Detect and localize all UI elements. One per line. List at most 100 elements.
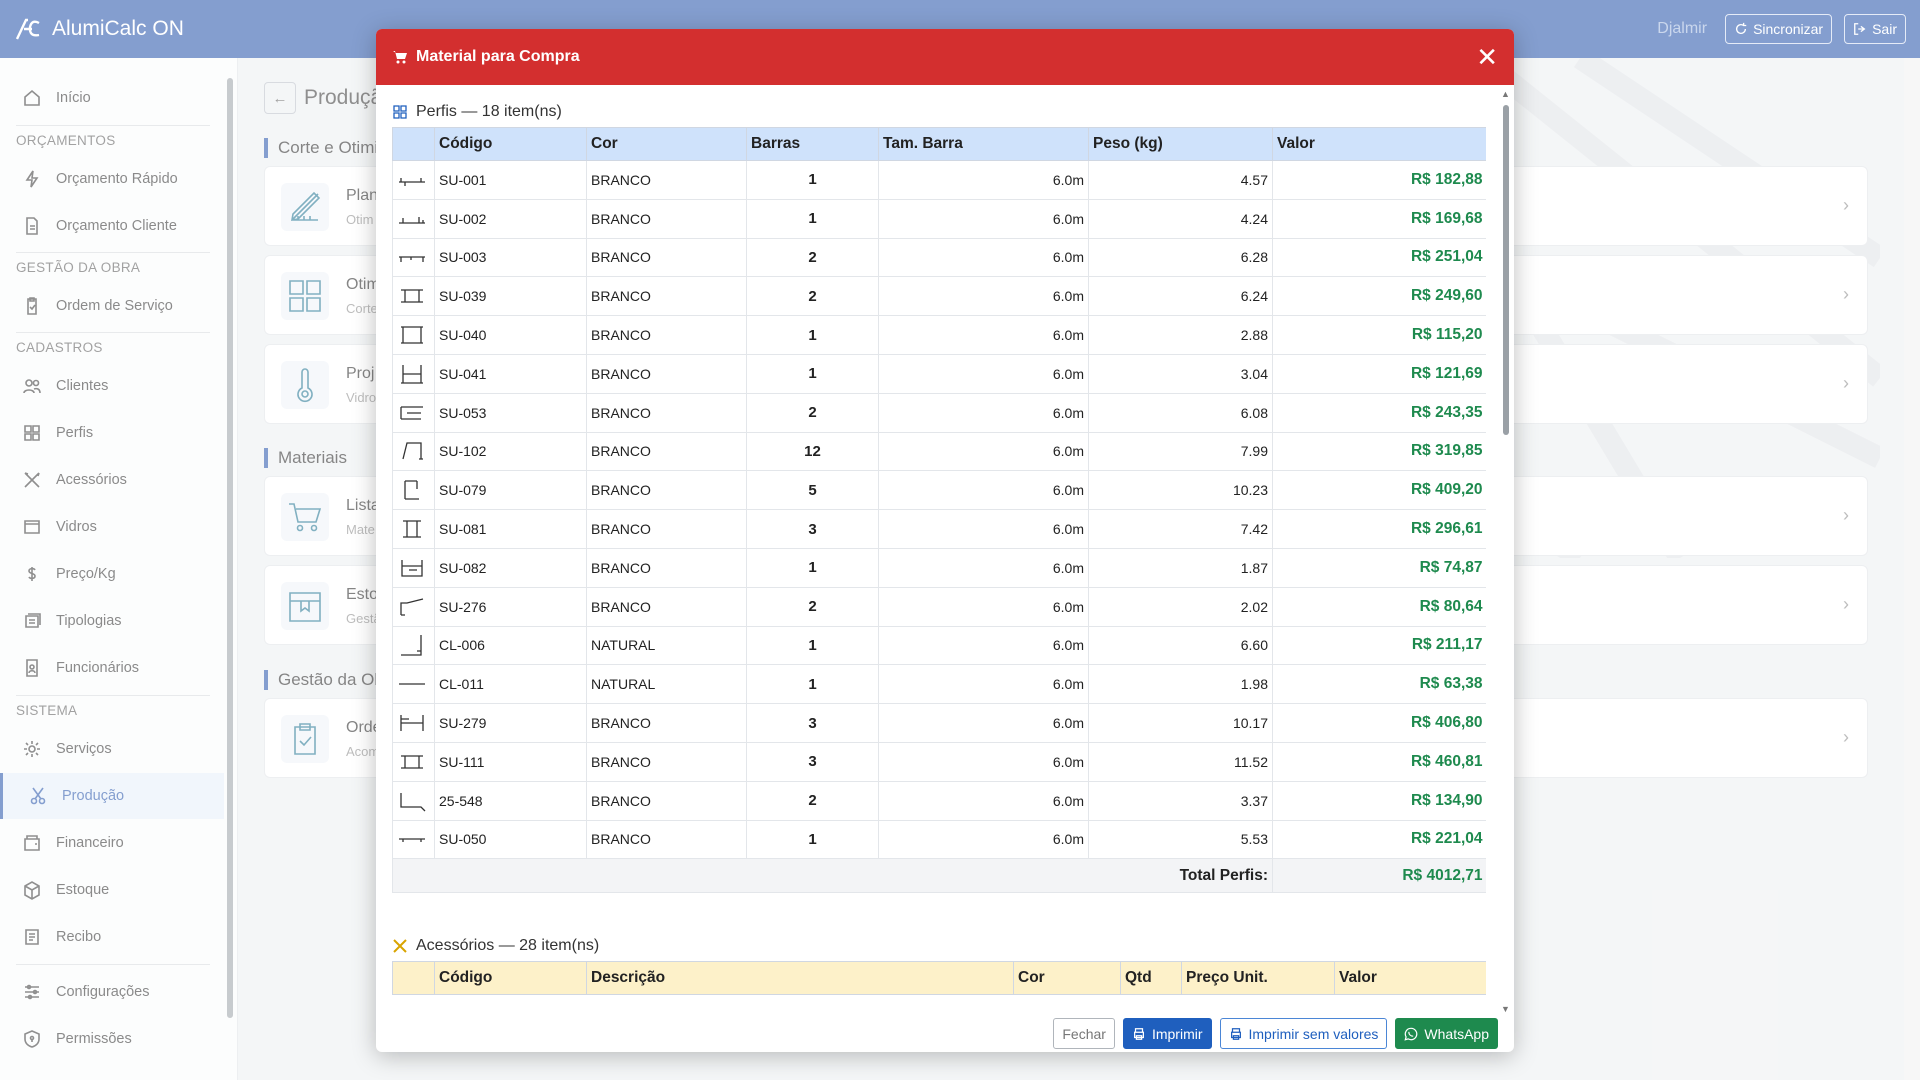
scroll-up-icon[interactable]: ▲ — [1501, 89, 1510, 99]
color-cell: BRANCO — [586, 276, 747, 317]
sidebar-item-ordem-servico[interactable]: Ordem de Serviço — [0, 283, 224, 329]
column-header[interactable]: Valor — [1272, 127, 1486, 161]
scroll-down-icon[interactable]: ▼ — [1501, 1004, 1510, 1014]
page-scrollbar[interactable] — [1904, 58, 1920, 1080]
section-heading: Gestão da Ob — [264, 670, 384, 690]
column-header[interactable]: Barras — [746, 127, 879, 161]
sidebar-item-funcionarios[interactable]: Funcionários — [0, 645, 224, 691]
box-icon — [281, 582, 329, 630]
card-subtitle: Vidro — [346, 390, 377, 405]
column-header[interactable]: Preço Unit. — [1181, 961, 1335, 996]
color-cell: BRANCO — [586, 238, 747, 278]
weight-cell: 1.98 — [1088, 664, 1273, 705]
section-label: CADASTROS — [16, 340, 103, 355]
modal-scrollbar[interactable]: ▲ ▼ — [1500, 89, 1512, 1014]
ruler-pencil-icon — [281, 183, 329, 231]
users-icon — [23, 379, 41, 394]
whatsapp-button[interactable]: WhatsApp — [1395, 1018, 1498, 1049]
perfis-section-title: Perfis — 18 item(ns) — [392, 97, 1486, 127]
sync-button[interactable]: Sincronizar — [1725, 14, 1833, 44]
value-cell: R$ 249,60 — [1272, 276, 1486, 317]
sidebar-item-financeiro[interactable]: Financeiro — [0, 820, 224, 866]
scrollbar-thumb[interactable] — [227, 78, 233, 1018]
weight-cell: 10.17 — [1088, 703, 1273, 743]
material-purchase-modal: Material para Compra ✕ Perfis — 18 item(… — [376, 29, 1514, 1052]
sidebar-item-servicos[interactable]: Serviços — [0, 726, 224, 772]
sidebar-item-vidros[interactable]: Vidros — [0, 504, 224, 550]
bar-length-cell: 6.0m — [878, 742, 1089, 782]
acessorios-table: Código Descrição Cor Qtd Preço Unit. Val… — [392, 961, 1486, 996]
close-button[interactable]: Fechar — [1053, 1018, 1115, 1049]
sidebar-item-configuracoes[interactable]: Configurações — [0, 969, 224, 1015]
bar-length-cell: 6.0m — [878, 393, 1089, 433]
code-cell: SU-053 — [434, 393, 587, 433]
color-cell: BRANCO — [586, 548, 747, 588]
chevron-right-icon: › — [1843, 505, 1849, 525]
column-header[interactable]: Cor — [1013, 961, 1121, 996]
sidebar-item-orcamento-rapido[interactable]: Orçamento Rápido — [0, 156, 224, 202]
column-header[interactable]: Peso (kg) — [1088, 127, 1273, 161]
column-header[interactable]: Descrição — [586, 961, 1014, 996]
section-label: ORÇAMENTOS — [16, 133, 116, 148]
value-cell: R$ 251,04 — [1272, 238, 1486, 278]
sidebar-item-producao[interactable]: Produção — [0, 773, 224, 819]
sidebar-scrollbar[interactable] — [226, 76, 234, 1026]
card-title: Otim — [346, 276, 380, 293]
profile-section-icon — [392, 626, 435, 666]
value-cell: R$ 221,04 — [1272, 820, 1486, 860]
section-title-text: Acessórios — 28 item(ns) — [416, 937, 600, 955]
app-logo[interactable]: AlumiCalc ON — [14, 15, 184, 43]
perfis-table: Código Cor Barras Tam. Barra Peso (kg) V… — [392, 127, 1486, 894]
document-icon — [26, 217, 38, 235]
sidebar-item-preco-kg[interactable]: Preço/Kg — [0, 551, 224, 597]
card-title: Esto — [346, 586, 379, 603]
value-cell: R$ 134,90 — [1272, 781, 1486, 821]
sidebar-item-permissoes[interactable]: Permissões — [0, 1016, 224, 1062]
bars-cell: 1 — [746, 199, 879, 239]
sidebar-item-home[interactable]: Início — [0, 75, 224, 121]
code-cell: SU-041 — [434, 354, 587, 394]
value-cell: R$ 409,20 — [1272, 470, 1486, 511]
dollar-icon — [28, 567, 36, 581]
sidebar-item-label: Financeiro — [56, 835, 124, 851]
sidebar-item-clientes[interactable]: Clientes — [0, 363, 224, 409]
column-header[interactable]: Cor — [586, 127, 747, 161]
table-row: SU-079 BRANCO 5 6.0m 10.23 R$ 409,20 — [392, 470, 1486, 511]
column-header[interactable]: Qtd — [1120, 961, 1182, 996]
column-header[interactable]: Código — [434, 127, 587, 161]
sidebar-item-perfis[interactable]: Perfis — [0, 410, 224, 456]
column-header[interactable]: Código — [434, 961, 587, 996]
bars-cell: 3 — [746, 742, 879, 782]
sidebar-item-estoque[interactable]: Estoque — [0, 867, 224, 913]
logout-button[interactable]: Sair — [1844, 14, 1906, 44]
scrollbar-thumb[interactable] — [1503, 105, 1509, 435]
column-header[interactable]: Valor — [1334, 961, 1486, 996]
weight-cell: 4.24 — [1088, 199, 1273, 239]
sidebar-item-tipologias[interactable]: Tipologias — [0, 598, 224, 644]
print-without-values-button[interactable]: Imprimir sem valores — [1219, 1018, 1388, 1049]
column-header[interactable]: Tam. Barra — [878, 127, 1089, 161]
weight-cell: 4.57 — [1088, 160, 1273, 200]
acessorios-section-title: Acessórios — 28 item(ns) — [392, 931, 1486, 961]
bar-length-cell: 6.0m — [878, 432, 1089, 472]
section-title-text: Perfis — 18 item(ns) — [416, 103, 562, 120]
divider — [16, 332, 210, 333]
code-cell: 25-548 — [434, 781, 587, 821]
sidebar-item-label: Perfis — [56, 425, 94, 441]
bar-length-cell: 6.0m — [878, 509, 1089, 549]
code-cell: CL-011 — [434, 664, 587, 705]
weight-cell: 3.37 — [1088, 781, 1273, 821]
close-icon[interactable]: ✕ — [1476, 41, 1498, 72]
sidebar-item-recibo[interactable]: Recibo — [0, 914, 224, 960]
table-row: SU-040 BRANCO 1 6.0m 2.88 R$ 115,20 — [392, 315, 1486, 355]
code-cell: SU-001 — [434, 160, 587, 200]
sidebar-item-orcamento-cliente[interactable]: Orçamento Cliente — [0, 203, 224, 249]
back-button[interactable]: ← — [264, 82, 296, 114]
print-button[interactable]: Imprimir — [1122, 1018, 1212, 1049]
total-label: Total Perfis: — [392, 858, 1273, 894]
sidebar-item-label: Produção — [62, 788, 125, 804]
color-cell: BRANCO — [586, 432, 747, 472]
button-label: WhatsApp — [1424, 1025, 1489, 1042]
sidebar-item-acessorios[interactable]: Acessórios — [0, 457, 224, 503]
bars-cell: 1 — [746, 820, 879, 860]
